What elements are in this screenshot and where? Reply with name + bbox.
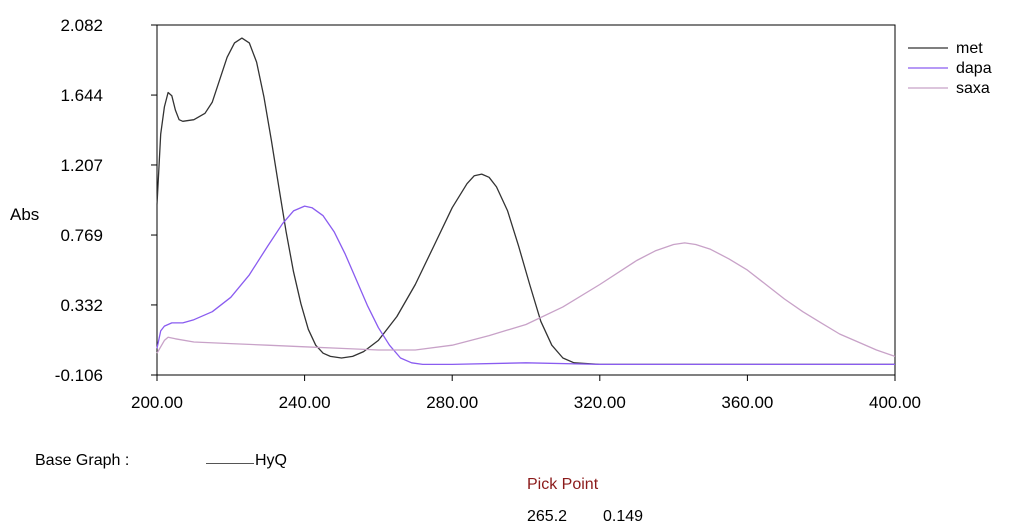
- y-tick-label: -0.106: [55, 366, 103, 385]
- y-axis-label: Abs: [10, 205, 39, 224]
- series-line-met: [156, 37, 895, 366]
- x-tick-label: 200.00: [131, 393, 183, 412]
- legend-label-dapa: dapa: [956, 60, 992, 77]
- x-tick-labels: 200.00 240.00 280.00 320.00 360.00 400.00: [131, 393, 921, 412]
- x-tick-label: 280.00: [426, 393, 478, 412]
- axis-ticks: [151, 24, 896, 381]
- legend-label-met: met: [956, 40, 983, 57]
- pick-point-x: 265.2: [527, 508, 568, 525]
- x-tick-label: 320.00: [574, 393, 626, 412]
- pick-point-y: 0.149: [603, 508, 644, 525]
- y-tick-labels: 2.082 1.644 1.207 0.769 0.332 -0.106: [55, 16, 103, 385]
- plot-area-border: [156, 24, 896, 376]
- base-graph-line-sample: [206, 463, 254, 464]
- series-line-saxa: [156, 242, 896, 358]
- x-tick-label: 360.00: [721, 393, 773, 412]
- base-graph-label: Base Graph :: [35, 452, 130, 469]
- base-graph-value: HyQ: [255, 452, 287, 469]
- series-lines: [156, 37, 896, 366]
- y-tick-label: 1.207: [60, 156, 103, 175]
- chart: 200.00 240.00 280.00 320.00 360.00 400.00 2.0…: [10, 16, 992, 412]
- y-tick-label: 2.082: [60, 16, 103, 35]
- legend: met dapa saxa: [908, 40, 992, 97]
- legend-label-saxa: saxa: [956, 80, 990, 97]
- series-line-dapa: [156, 205, 895, 366]
- plot-frame: [156, 24, 896, 376]
- pick-point-label: Pick Point: [527, 476, 599, 493]
- x-tick-label: 240.00: [279, 393, 331, 412]
- y-tick-label: 1.644: [60, 86, 103, 105]
- y-tick-label: 0.769: [60, 226, 103, 245]
- y-tick-label: 0.332: [60, 296, 103, 315]
- x-tick-label: 400.00: [869, 393, 921, 412]
